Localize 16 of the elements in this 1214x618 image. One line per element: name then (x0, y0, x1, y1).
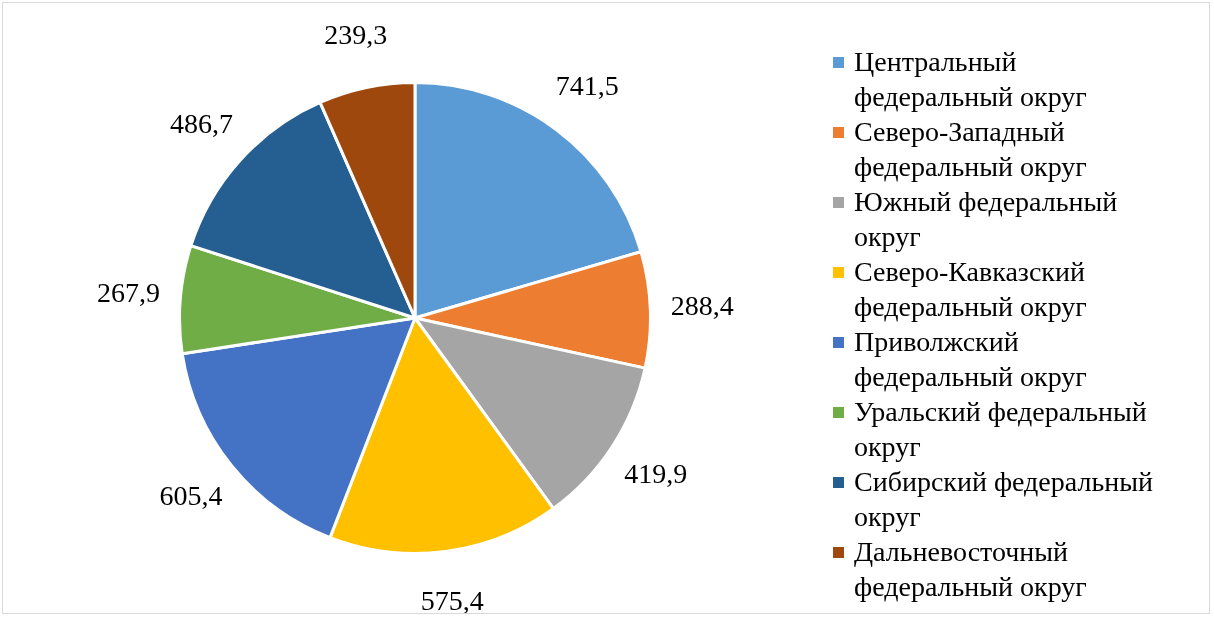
data-label: 486,7 (170, 107, 234, 139)
data-label: 605,4 (159, 480, 223, 512)
legend-label: Северо-Кавказский федеральный округ (854, 256, 1087, 322)
legend-label: Южный федеральный округ (854, 186, 1118, 252)
data-label: 575,4 (420, 585, 484, 617)
legend-label: Центральный федеральный округ (854, 46, 1087, 112)
legend-label: Уральский федеральный округ (854, 396, 1147, 462)
legend-label: Северо-Западный федеральный округ (854, 116, 1087, 182)
data-label: 741,5 (555, 70, 619, 102)
data-label: 419,9 (624, 457, 688, 489)
legend-label: Приволжский федеральный округ (854, 326, 1087, 392)
legend-label: Дальневосточный федеральный округ (854, 536, 1087, 602)
legend-label: Сибирский федеральный округ (854, 466, 1153, 532)
data-label: 239,3 (324, 19, 388, 51)
data-label: 267,9 (96, 277, 160, 309)
data-label: 288,4 (670, 290, 734, 322)
